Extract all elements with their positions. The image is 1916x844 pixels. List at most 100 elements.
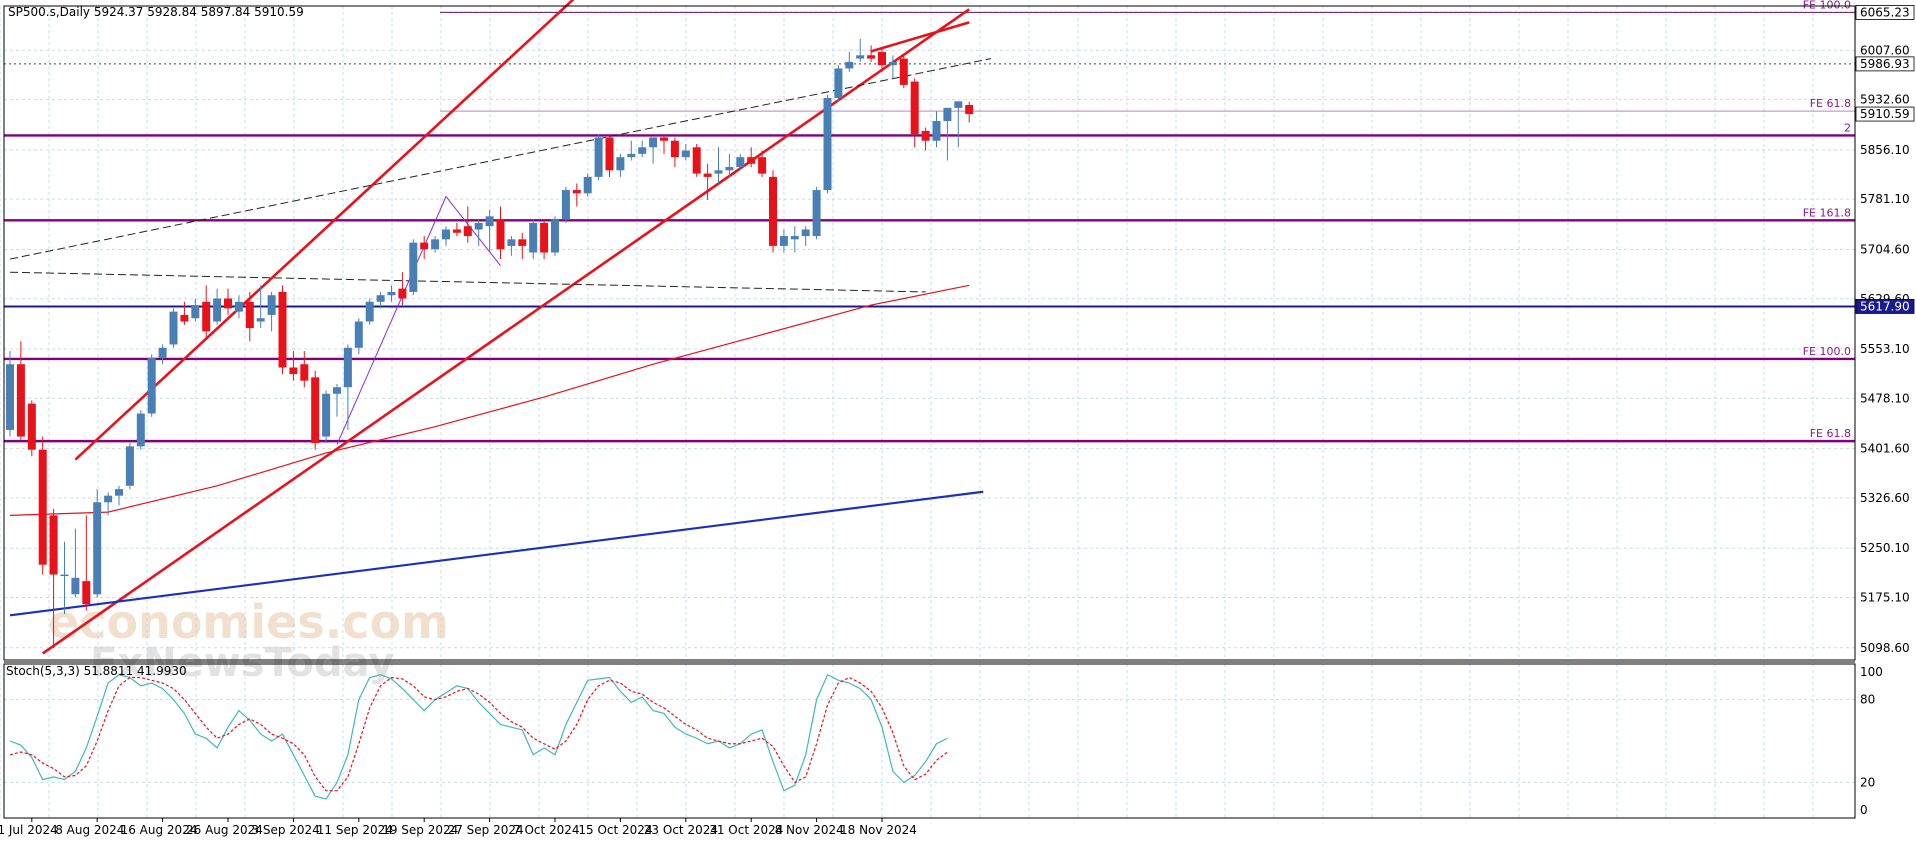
main-pane-frame [3, 5, 1856, 661]
candle [409, 239, 418, 296]
candle-body [954, 101, 963, 108]
price-tag-box [1855, 106, 1915, 122]
candle-body [845, 61, 854, 69]
candle [202, 285, 211, 338]
candle-body [234, 301, 243, 312]
candle-body [376, 295, 385, 302]
candle-body [910, 81, 919, 135]
stoch-pane-frame [3, 663, 1856, 819]
candle [289, 351, 298, 381]
candle [213, 288, 222, 325]
fe-level-label: FE 61.8 [1810, 427, 1851, 440]
trendline-mid-dashed [9, 271, 926, 293]
candle [670, 137, 679, 168]
candle-body [158, 347, 167, 358]
candle [376, 291, 385, 309]
candle [322, 390, 331, 444]
candle [649, 137, 658, 164]
candle-body [660, 137, 668, 141]
candle-body [224, 298, 232, 309]
stoch-series-main [9, 673, 948, 800]
candle [965, 102, 974, 123]
candle-body [213, 298, 222, 322]
candle-body [496, 219, 505, 250]
candle [616, 153, 625, 177]
candle [932, 111, 941, 148]
stoch-tick-label: 80 [1860, 693, 1875, 707]
candle [660, 134, 668, 154]
price-tick-label: 5250.10 [1860, 541, 1910, 555]
chart-title: SP500.s,Daily 5924.37 5928.84 5897.84 59… [8, 5, 304, 19]
candle-body [725, 167, 734, 171]
trendline-channel-upper-2 [870, 21, 970, 53]
stochastic-title: Stoch(5,3,3) 51.8811 41.9930 [6, 664, 187, 678]
stoch-tick-label: 100 [1860, 665, 1883, 679]
candle-body [736, 157, 745, 168]
candle [888, 55, 897, 79]
candle [856, 38, 865, 62]
price-tick-label: 5553.10 [1860, 342, 1910, 356]
candle-body [583, 176, 592, 194]
candle-body [343, 347, 352, 388]
grid-layer [0, 6, 1855, 818]
candle-body [932, 121, 941, 141]
price-tick-label: 5856.10 [1860, 143, 1910, 157]
candle [747, 147, 756, 168]
candle [311, 370, 320, 450]
candle [638, 140, 647, 158]
watermark-line2: FxNewsToday [90, 640, 394, 686]
candle [812, 186, 821, 240]
candle [442, 226, 450, 246]
candle [463, 206, 472, 243]
candle-body [779, 236, 788, 246]
stoch-tick-label: 0 [1860, 803, 1868, 817]
candle-body [125, 446, 134, 486]
price-tick-label: 5175.10 [1860, 590, 1910, 604]
date-tick-label: 19 Sep 2024 [382, 823, 458, 837]
candle-body [420, 242, 429, 250]
candle-body [529, 222, 538, 253]
candle-body [452, 229, 461, 233]
candle-body [365, 301, 374, 322]
candle [147, 354, 156, 417]
candle-body [703, 173, 712, 177]
candle [692, 144, 701, 177]
candle-body [649, 137, 658, 148]
candle-body [387, 291, 396, 296]
candle [474, 219, 483, 246]
date-tick-label: 8 Nov 2024 [775, 823, 844, 837]
price-tick-label: 5326.60 [1860, 491, 1910, 505]
candle-body [485, 216, 494, 227]
price-tag-label: 5986.93 [1860, 57, 1910, 71]
candle [93, 489, 102, 598]
candle [16, 341, 25, 440]
candle-body [38, 449, 47, 565]
candle [49, 508, 58, 649]
candle-body [605, 137, 614, 171]
candle-body [965, 105, 974, 115]
candle-body [245, 301, 254, 329]
date-tick-label: 18 Nov 2024 [840, 823, 917, 837]
candle-body [463, 226, 472, 237]
candle [365, 298, 374, 325]
candle-body [278, 291, 287, 368]
candle-body [322, 393, 331, 437]
candle [387, 285, 396, 302]
price-tick-label: 5098.60 [1860, 641, 1910, 655]
candle [561, 186, 570, 223]
candle [714, 147, 723, 184]
candle-body [714, 170, 723, 174]
candle [354, 318, 363, 355]
date-tick-label: 23 Oct 2024 [644, 823, 718, 837]
price-tick-label: 6007.60 [1860, 43, 1910, 57]
candle [398, 272, 407, 306]
candle-body [311, 377, 320, 444]
date-tick-label: 16 Aug 2024 [121, 823, 198, 837]
price-tick-label: 5401.60 [1860, 442, 1910, 456]
candle [790, 226, 799, 253]
candle [278, 285, 287, 375]
candle [234, 295, 243, 319]
candle [420, 236, 429, 260]
candle-body [49, 515, 58, 575]
candle-body [692, 147, 701, 174]
